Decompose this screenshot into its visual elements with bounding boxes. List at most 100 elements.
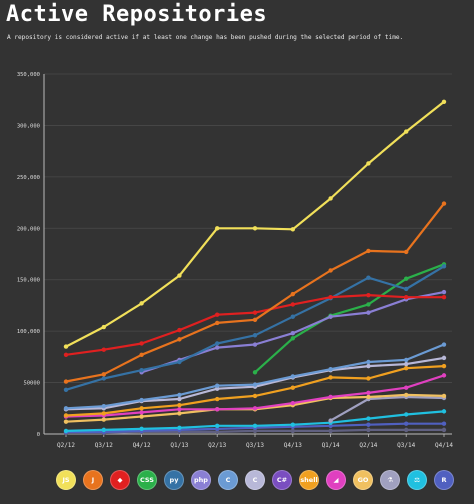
python-icon: py bbox=[164, 470, 184, 490]
data-point bbox=[63, 379, 69, 384]
data-point bbox=[177, 396, 182, 402]
data-point bbox=[290, 336, 295, 341]
data-point bbox=[366, 302, 371, 307]
data-point bbox=[139, 397, 144, 403]
data-point bbox=[366, 363, 371, 369]
data-point bbox=[404, 412, 409, 417]
data-point bbox=[63, 406, 69, 411]
data-point bbox=[252, 310, 258, 315]
data-point bbox=[404, 129, 409, 134]
data-point bbox=[252, 226, 258, 231]
y-tick-label: 0 bbox=[37, 432, 40, 438]
javascript-icon: JS bbox=[56, 470, 76, 490]
data-point bbox=[366, 427, 371, 433]
shell-icon: shell bbox=[299, 470, 319, 490]
data-point bbox=[101, 404, 107, 409]
data-point bbox=[366, 390, 371, 396]
data-point bbox=[441, 295, 447, 300]
data-point bbox=[252, 370, 258, 375]
data-point bbox=[139, 414, 144, 419]
data-point bbox=[441, 421, 447, 426]
x-tick-label: Q4/12 bbox=[133, 442, 151, 449]
data-point bbox=[366, 248, 371, 254]
data-point bbox=[290, 385, 295, 390]
data-point bbox=[252, 317, 258, 323]
data-point bbox=[441, 342, 447, 347]
php-icon: php bbox=[191, 470, 211, 490]
data-point bbox=[252, 333, 258, 338]
x-tick-label: Q2/12 bbox=[57, 442, 75, 449]
go-icon: GO bbox=[353, 470, 373, 490]
data-point bbox=[177, 359, 182, 365]
data-point bbox=[366, 310, 371, 315]
data-point bbox=[63, 428, 69, 434]
y-tick-label: 150,000 bbox=[17, 278, 40, 284]
data-point bbox=[252, 393, 258, 399]
data-point bbox=[252, 342, 258, 347]
data-point bbox=[404, 286, 409, 292]
data-point bbox=[215, 226, 220, 231]
y-tick-label: 50000 bbox=[23, 381, 40, 387]
data-point bbox=[366, 359, 371, 365]
c-icon: C bbox=[245, 470, 265, 490]
data-point bbox=[177, 407, 182, 412]
data-point bbox=[139, 352, 144, 357]
data-point bbox=[101, 372, 107, 377]
page-subtitle: A repository is considered active if at … bbox=[7, 34, 404, 41]
ruby-icon: ◆ bbox=[110, 470, 130, 490]
data-point bbox=[404, 421, 409, 426]
data-point bbox=[404, 276, 409, 281]
x-tick-label: Q1/13 bbox=[170, 442, 188, 449]
x-tick-label: Q1/14 bbox=[322, 442, 340, 449]
data-point bbox=[139, 301, 144, 306]
y-tick-label: 350,000 bbox=[17, 72, 40, 78]
x-tick-label: Q3/13 bbox=[246, 442, 264, 449]
data-point bbox=[441, 393, 447, 399]
data-point bbox=[366, 422, 371, 427]
data-point bbox=[101, 376, 107, 381]
data-point bbox=[139, 410, 144, 415]
data-point bbox=[441, 355, 447, 361]
perl-icon: ⚖ bbox=[407, 470, 427, 490]
data-point bbox=[290, 374, 295, 379]
y-tick-label: 100,000 bbox=[17, 329, 40, 335]
data-point bbox=[404, 249, 409, 255]
line-chart: 0 50000 100,000 150,000 200,000 250,000 300,00… bbox=[17, 72, 454, 449]
csharp-icon: C# bbox=[272, 470, 292, 490]
x-tick-label: Q4/13 bbox=[284, 442, 302, 449]
data-point bbox=[290, 314, 295, 319]
data-point bbox=[290, 428, 295, 434]
data-point bbox=[328, 423, 333, 428]
data-point bbox=[252, 406, 258, 411]
java-icon: J bbox=[83, 470, 103, 490]
data-point bbox=[177, 403, 182, 408]
data-point bbox=[441, 264, 447, 269]
data-point bbox=[366, 275, 371, 280]
data-point bbox=[328, 314, 333, 319]
data-point bbox=[215, 423, 220, 428]
data-point bbox=[366, 416, 371, 421]
data-point bbox=[252, 423, 258, 428]
data-point bbox=[404, 427, 409, 433]
data-point bbox=[63, 344, 69, 349]
y-tick-label: 200,000 bbox=[17, 226, 40, 232]
data-point bbox=[328, 268, 333, 273]
data-point bbox=[404, 385, 409, 390]
data-point bbox=[101, 324, 107, 330]
data-point bbox=[441, 409, 447, 414]
data-point bbox=[63, 352, 69, 357]
data-point bbox=[366, 161, 371, 166]
data-point bbox=[101, 411, 107, 416]
data-point bbox=[404, 365, 409, 371]
data-point bbox=[101, 417, 107, 422]
data-point bbox=[101, 427, 107, 433]
objective-c-icon: ◢ bbox=[326, 470, 346, 490]
x-tick-label: Q2/14 bbox=[359, 442, 377, 449]
data-point bbox=[215, 429, 220, 435]
data-point bbox=[177, 411, 182, 416]
data-point bbox=[290, 291, 295, 297]
data-point bbox=[215, 345, 220, 350]
legend: JS J ◆ CSS py php C C C# shell ◢ GO ⚗ ⚖ R bbox=[44, 470, 464, 496]
data-point bbox=[139, 406, 144, 411]
